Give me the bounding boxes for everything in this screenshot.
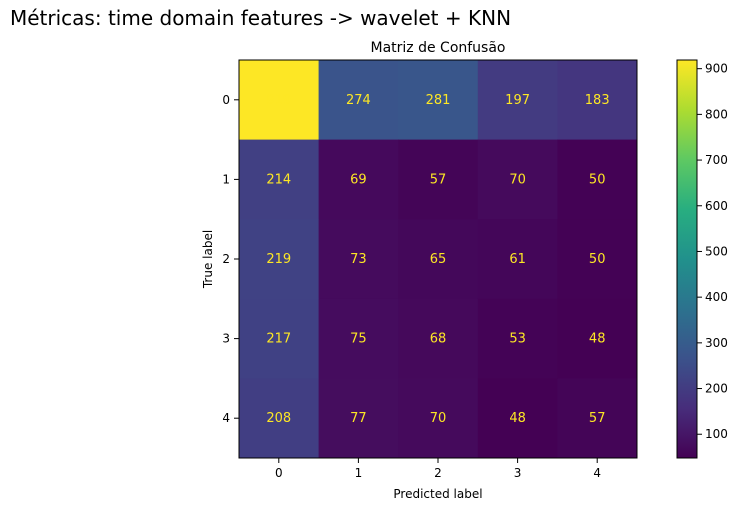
cell-value: 183 <box>585 93 610 108</box>
heatmap-cell <box>557 139 638 220</box>
heatmap-cell <box>477 60 558 141</box>
colorbar-tick-label: 900 <box>705 62 728 76</box>
cell-value: 50 <box>589 252 606 267</box>
cell-value: 75 <box>350 332 367 347</box>
cell-value: 69 <box>350 172 367 187</box>
colorbar-tick-label: 100 <box>705 427 728 441</box>
x-axis-label: Predicted label <box>393 487 482 501</box>
x-tick-label: 4 <box>593 466 601 480</box>
heatmap-cell <box>477 378 558 459</box>
cell-value: 48 <box>589 332 606 347</box>
colorbar-tick-label: 600 <box>705 199 728 213</box>
x-tick-label: 3 <box>514 466 522 480</box>
y-tick-label: 2 <box>222 252 230 266</box>
chart-title: Matriz de Confusão <box>371 40 506 56</box>
cell-value: 274 <box>346 93 371 108</box>
cell-annotations: 919 274 281 197 183 214 69 57 70 50 219 73 65 61 50 217… <box>266 93 609 426</box>
cell-value: 281 <box>426 93 451 108</box>
cell-value: 53 <box>509 332 526 347</box>
colorbar <box>676 59 698 459</box>
heatmap-cell <box>318 378 399 459</box>
colorbar-tick-label: 700 <box>705 153 728 167</box>
heatmap-cells <box>239 60 638 459</box>
cell-value: 57 <box>430 172 447 187</box>
cell-value: 61 <box>509 252 526 267</box>
cell-value: 65 <box>430 252 447 267</box>
heatmap-cell <box>239 60 320 141</box>
cell-value: 197 <box>505 93 530 108</box>
cell-value: 214 <box>266 172 291 187</box>
y-tick-label: 4 <box>222 411 230 425</box>
cell-value: 217 <box>266 332 291 347</box>
cell-value: 73 <box>350 252 367 267</box>
cell-value: 48 <box>509 411 526 426</box>
figure-suptitle: Métricas: time domain features -> wavele… <box>10 6 512 30</box>
heatmap-cell <box>398 219 479 300</box>
colorbar-tick-label: 400 <box>705 290 728 304</box>
heatmap-cell <box>239 378 320 459</box>
colorbar-ticks: 100 200 300 400 500 600 700 800 900 <box>697 62 728 441</box>
heatmap-cell <box>398 60 479 141</box>
colorbar-tick-label: 300 <box>705 336 728 350</box>
y-tick-label: 0 <box>222 93 230 107</box>
heatmap-cell <box>398 298 479 379</box>
x-tick-label: 1 <box>355 466 363 480</box>
heatmap-cell <box>477 298 558 379</box>
heatmap-cell <box>477 219 558 300</box>
cell-value: 77 <box>350 411 367 426</box>
y-tick-label: 1 <box>222 172 230 186</box>
heatmap-cell <box>398 378 479 459</box>
cell-value: 919 <box>266 93 291 108</box>
heatmap-cell <box>239 298 320 379</box>
colorbar-tick-label: 200 <box>705 382 728 396</box>
heatmap-cell <box>557 219 638 300</box>
heatmap-cell <box>318 139 399 220</box>
heatmap-cell <box>239 219 320 300</box>
y-axis-label: True label <box>201 230 215 289</box>
y-axis-ticks: 0 1 2 3 4 <box>222 93 239 425</box>
x-tick-label: 2 <box>434 466 442 480</box>
cell-value: 57 <box>589 411 606 426</box>
heatmap-cell <box>398 139 479 220</box>
colorbar-tick-label: 500 <box>705 244 728 258</box>
cell-value: 50 <box>589 172 606 187</box>
heatmap-cell <box>318 60 399 141</box>
x-axis-ticks: 0 1 2 3 4 <box>275 458 601 480</box>
heatmap-cell <box>318 298 399 379</box>
heatmap-cell <box>318 219 399 300</box>
heatmap-cell <box>239 139 320 220</box>
cell-value: 68 <box>430 332 447 347</box>
y-tick-label: 3 <box>222 332 230 346</box>
heatmap-cell <box>477 139 558 220</box>
cell-value: 208 <box>266 411 291 426</box>
heatmap-cell <box>557 378 638 459</box>
cell-value: 219 <box>266 252 291 267</box>
x-tick-label: 0 <box>275 466 283 480</box>
cell-value: 70 <box>430 411 447 426</box>
colorbar-tick-label: 800 <box>705 107 728 121</box>
cell-value: 70 <box>509 172 526 187</box>
heatmap-cell <box>557 60 638 141</box>
heatmap-cell <box>557 298 638 379</box>
